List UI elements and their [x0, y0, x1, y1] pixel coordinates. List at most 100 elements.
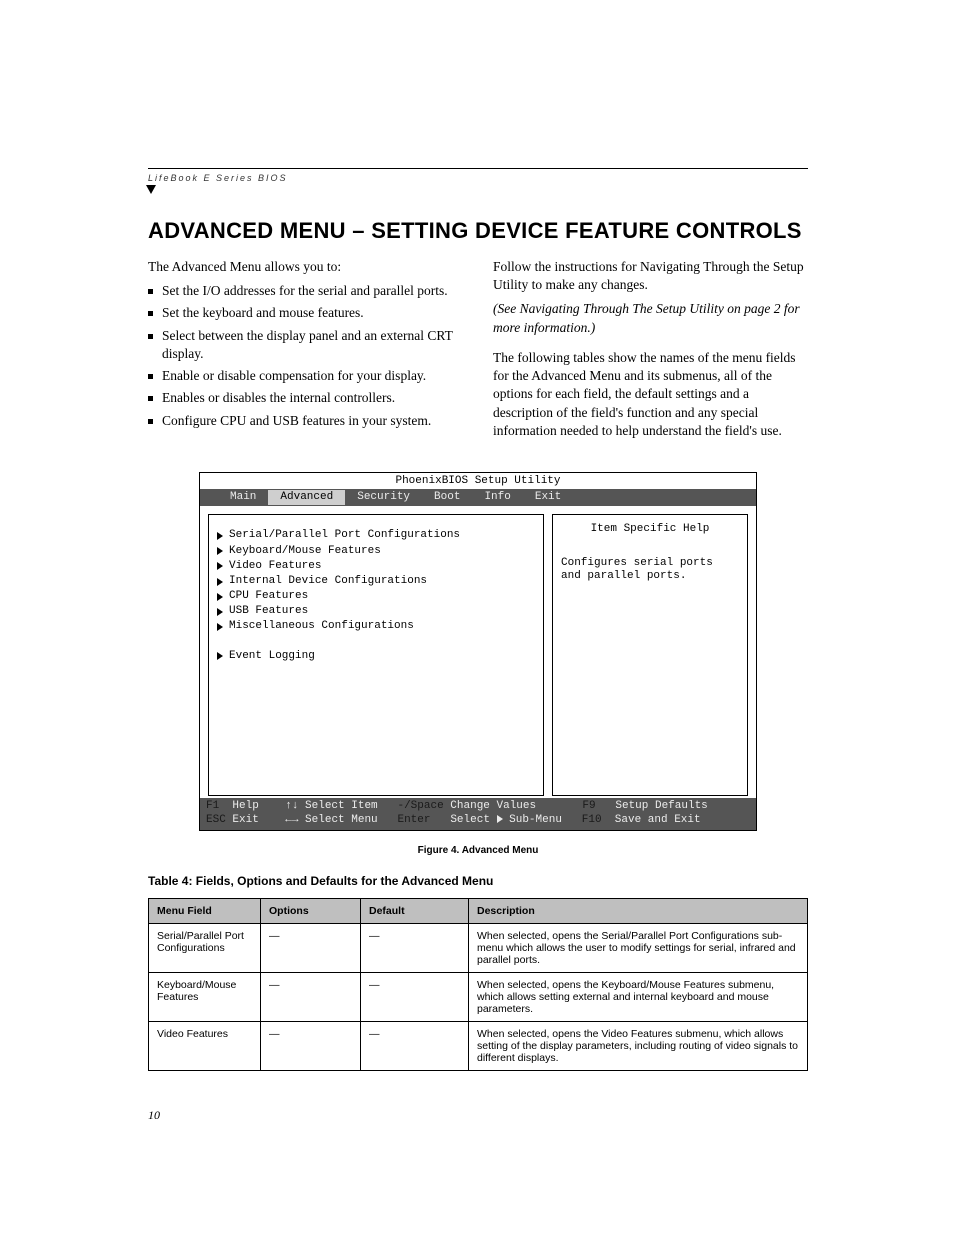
- key-label: ↑↓: [285, 800, 298, 812]
- bios-menu-item[interactable]: Internal Device Configurations: [217, 575, 535, 588]
- cell-default: —: [361, 923, 469, 972]
- submenu-arrow-icon: [217, 532, 223, 540]
- bios-footer-row: F1 Help ↑↓ Select Item -/Space Change Va…: [206, 800, 750, 813]
- paragraph: Follow the instructions for Navigating T…: [493, 258, 808, 294]
- bios-menu-label: Miscellaneous Configurations: [229, 620, 414, 633]
- figure-caption: Figure 4. Advanced Menu: [148, 845, 808, 856]
- bios-menu-label: Video Features: [229, 560, 321, 573]
- submenu-arrow-icon: [217, 652, 223, 660]
- submenu-arrow-icon: [217, 562, 223, 570]
- bios-menu-item[interactable]: Keyboard/Mouse Features: [217, 545, 535, 558]
- cell-description: When selected, opens the Keyboard/Mouse …: [469, 972, 808, 1021]
- page-number: 10: [148, 1108, 160, 1123]
- list-item: Configure CPU and USB features in your s…: [148, 412, 463, 430]
- bios-tab-info[interactable]: Info: [472, 490, 522, 505]
- cell-options: —: [261, 1021, 361, 1070]
- right-column: Follow the instructions for Navigating T…: [493, 258, 808, 446]
- bios-menu-label: Event Logging: [229, 650, 315, 663]
- bios-tab-exit[interactable]: Exit: [523, 490, 573, 505]
- bios-footer: F1 Help ↑↓ Select Item -/Space Change Va…: [200, 798, 756, 829]
- top-rule: [148, 168, 808, 169]
- left-column: The Advanced Menu allows you to: Set the…: [148, 258, 463, 446]
- cell-default: —: [361, 972, 469, 1021]
- submenu-arrow-icon: [217, 608, 223, 616]
- bios-screenshot: PhoenixBIOS Setup Utility Main Advanced …: [199, 472, 757, 831]
- list-item: Set the keyboard and mouse features.: [148, 304, 463, 322]
- key-action: Select: [450, 814, 496, 826]
- paragraph: The following tables show the names of t…: [493, 349, 808, 440]
- key-action: Select Menu: [305, 814, 378, 826]
- col-header-options: Options: [261, 898, 361, 923]
- list-item: Enables or disables the internal control…: [148, 389, 463, 407]
- key-label: F10: [582, 814, 602, 826]
- header-marker-icon: [146, 185, 156, 194]
- bios-help-panel: Item Specific Help Configures serial por…: [552, 514, 748, 796]
- submenu-arrow-icon: [217, 547, 223, 555]
- table-title: Table 4: Fields, Options and Defaults fo…: [148, 874, 808, 888]
- submenu-arrow-icon: [217, 623, 223, 631]
- cell-menu-field: Keyboard/Mouse Features: [149, 972, 261, 1021]
- fields-table: Menu Field Options Default Description S…: [148, 898, 808, 1071]
- bios-menu-panel: Serial/Parallel Port Configurations Keyb…: [208, 514, 544, 796]
- bios-tab-boot[interactable]: Boot: [422, 490, 472, 505]
- cell-description: When selected, opens the Video Features …: [469, 1021, 808, 1070]
- bios-menu-label: Serial/Parallel Port Configurations: [229, 529, 460, 542]
- cell-default: —: [361, 1021, 469, 1070]
- bios-help-text: and parallel ports.: [561, 570, 739, 583]
- bios-menu-item[interactable]: Serial/Parallel Port Configurations: [217, 529, 535, 542]
- bios-menu-item[interactable]: Video Features: [217, 560, 535, 573]
- submenu-arrow-icon: [217, 593, 223, 601]
- bios-menu-item[interactable]: CPU Features: [217, 590, 535, 603]
- bios-menu-item[interactable]: USB Features: [217, 605, 535, 618]
- key-label: F1: [206, 800, 219, 812]
- bios-menu-label: USB Features: [229, 605, 308, 618]
- key-label: Enter: [397, 814, 430, 826]
- key-action: Sub-Menu: [503, 814, 562, 826]
- bios-tab-main[interactable]: Main: [218, 490, 268, 505]
- bios-tab-advanced[interactable]: Advanced: [268, 490, 345, 505]
- key-action: Change Values: [450, 800, 536, 812]
- bios-footer-row: ESC Exit ←→ Select Menu Enter Select Sub…: [206, 814, 750, 827]
- bios-menu-item[interactable]: Miscellaneous Configurations: [217, 620, 535, 633]
- key-label: ←→: [285, 814, 298, 826]
- bios-help-text: Configures serial ports: [561, 557, 739, 570]
- table-header-row: Menu Field Options Default Description: [149, 898, 808, 923]
- submenu-arrow-icon: [217, 578, 223, 586]
- cell-options: —: [261, 923, 361, 972]
- bios-menu-item[interactable]: Event Logging: [217, 650, 535, 663]
- document-page: LifeBook E Series BIOS ADVANCED MENU – S…: [148, 168, 808, 1071]
- key-action: Exit: [232, 814, 258, 826]
- bios-menu-label: Internal Device Configurations: [229, 575, 427, 588]
- key-action: Help: [232, 800, 258, 812]
- page-title: ADVANCED MENU – SETTING DEVICE FEATURE C…: [148, 218, 808, 244]
- bullet-list: Set the I/O addresses for the serial and…: [148, 282, 463, 430]
- table-row: Video Features — — When selected, opens …: [149, 1021, 808, 1070]
- table-row: Keyboard/Mouse Features — — When selecte…: [149, 972, 808, 1021]
- cell-menu-field: Serial/Parallel Port Configurations: [149, 923, 261, 972]
- key-action: Select Item: [305, 800, 378, 812]
- cell-description: When selected, opens the Serial/Parallel…: [469, 923, 808, 972]
- key-label: F9: [582, 800, 595, 812]
- cell-options: —: [261, 972, 361, 1021]
- bios-tab-security[interactable]: Security: [345, 490, 422, 505]
- list-item: Set the I/O addresses for the serial and…: [148, 282, 463, 300]
- running-head: LifeBook E Series BIOS: [148, 173, 808, 183]
- col-header-menu-field: Menu Field: [149, 898, 261, 923]
- table-row: Serial/Parallel Port Configurations — — …: [149, 923, 808, 972]
- paragraph-italic: (See Navigating Through The Setup Utilit…: [493, 300, 808, 336]
- list-item: Enable or disable compensation for your …: [148, 367, 463, 385]
- bios-tab-bar: Main Advanced Security Boot Info Exit: [200, 489, 756, 506]
- cell-menu-field: Video Features: [149, 1021, 261, 1070]
- key-label: -/Space: [397, 800, 443, 812]
- key-action: Save and Exit: [615, 814, 701, 826]
- bios-help-header: Item Specific Help: [561, 523, 739, 536]
- col-header-description: Description: [469, 898, 808, 923]
- bios-menu-label: CPU Features: [229, 590, 308, 603]
- list-item: Select between the display panel and an …: [148, 327, 463, 363]
- bios-utility-title: PhoenixBIOS Setup Utility: [200, 473, 756, 489]
- key-label: ESC: [206, 814, 226, 826]
- intro-columns: The Advanced Menu allows you to: Set the…: [148, 258, 808, 446]
- key-action: Setup Defaults: [615, 800, 707, 812]
- bios-body: Serial/Parallel Port Configurations Keyb…: [200, 506, 756, 798]
- bios-menu-label: Keyboard/Mouse Features: [229, 545, 381, 558]
